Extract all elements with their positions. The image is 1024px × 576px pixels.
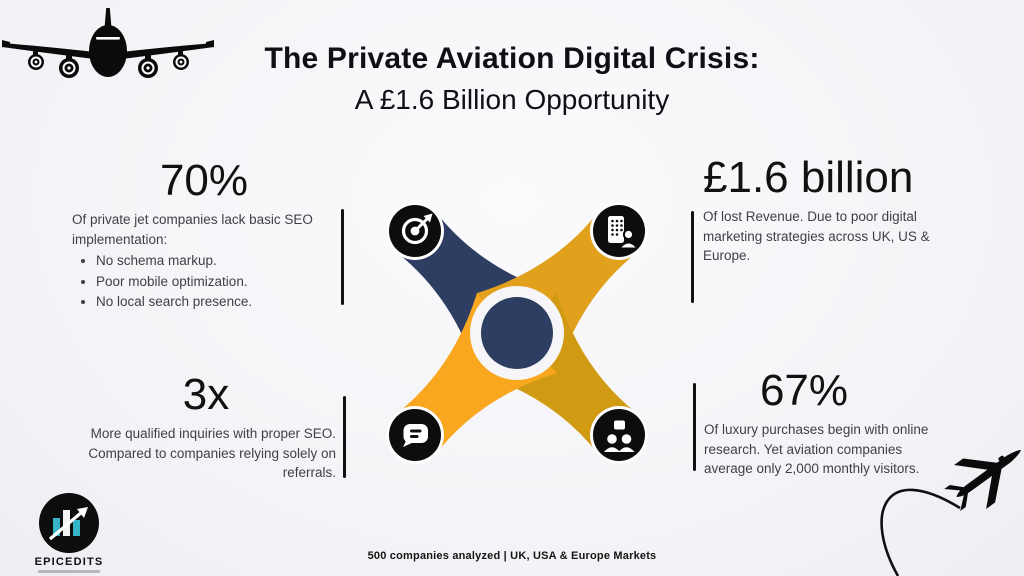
stat-luxury-research: 67% Of luxury purchases begin with onlin…: [704, 366, 946, 479]
airplane-front-icon: [2, 8, 214, 78]
stat-seo-value: 70%: [159, 156, 249, 205]
stat-revenue-description: Of lost Revenue. Due to poor digital mar…: [703, 209, 930, 264]
stat-luxury-description: Of luxury purchases begin with online re…: [704, 422, 929, 477]
team-icon: [590, 406, 648, 464]
bullet-item: No local search presence.: [96, 292, 336, 312]
footer-note: 500 companies analyzed | UK, USA & Europ…: [367, 550, 657, 562]
divider-line: [343, 396, 346, 478]
stat-seo-description: Of private jet companies lack basic SEO …: [72, 212, 313, 247]
chat-bubble-icon: [386, 406, 444, 464]
center-x-diagram: [386, 202, 648, 464]
stat-luxury-value: 67%: [759, 366, 849, 415]
logo-tagline-illegible: [38, 570, 100, 573]
stat-seo-gap: 70% Of private jet companies lack basic …: [72, 156, 336, 312]
divider-line: [691, 211, 694, 303]
divider-line: [693, 383, 696, 471]
page-title: The Private Aviation Digital Crisis: A £…: [0, 42, 1024, 116]
logo-brand-name: EPICEDITS: [34, 556, 104, 568]
hub-circle: [481, 297, 553, 369]
divider-line: [341, 209, 344, 305]
bullet-item: No schema markup.: [96, 251, 336, 271]
stat-revenue-value: £1.6 billion: [703, 153, 914, 202]
logo-mark-icon: [39, 493, 99, 553]
airplane-takeoff-icon: [880, 450, 1022, 576]
target-icon: [386, 202, 444, 260]
title-line-1: The Private Aviation Digital Crisis:: [264, 42, 760, 75]
building-user-icon: [590, 202, 648, 260]
brand-logo: EPICEDITS: [24, 492, 114, 573]
stat-lost-revenue: £1.6 billion Of lost Revenue. Due to poo…: [703, 153, 945, 266]
bullet-item: Poor mobile optimization.: [96, 272, 336, 292]
stat-inquiries-value: 3x: [182, 370, 230, 419]
title-line-2: A £1.6 Billion Opportunity: [354, 84, 670, 115]
stat-inquiries: 3x More qualified inquiries with proper …: [76, 370, 336, 483]
stat-inquiries-description: More qualified inquiries with proper SEO…: [88, 426, 336, 481]
stat-seo-bullet-list: No schema markup. Poor mobile optimizati…: [72, 251, 336, 312]
